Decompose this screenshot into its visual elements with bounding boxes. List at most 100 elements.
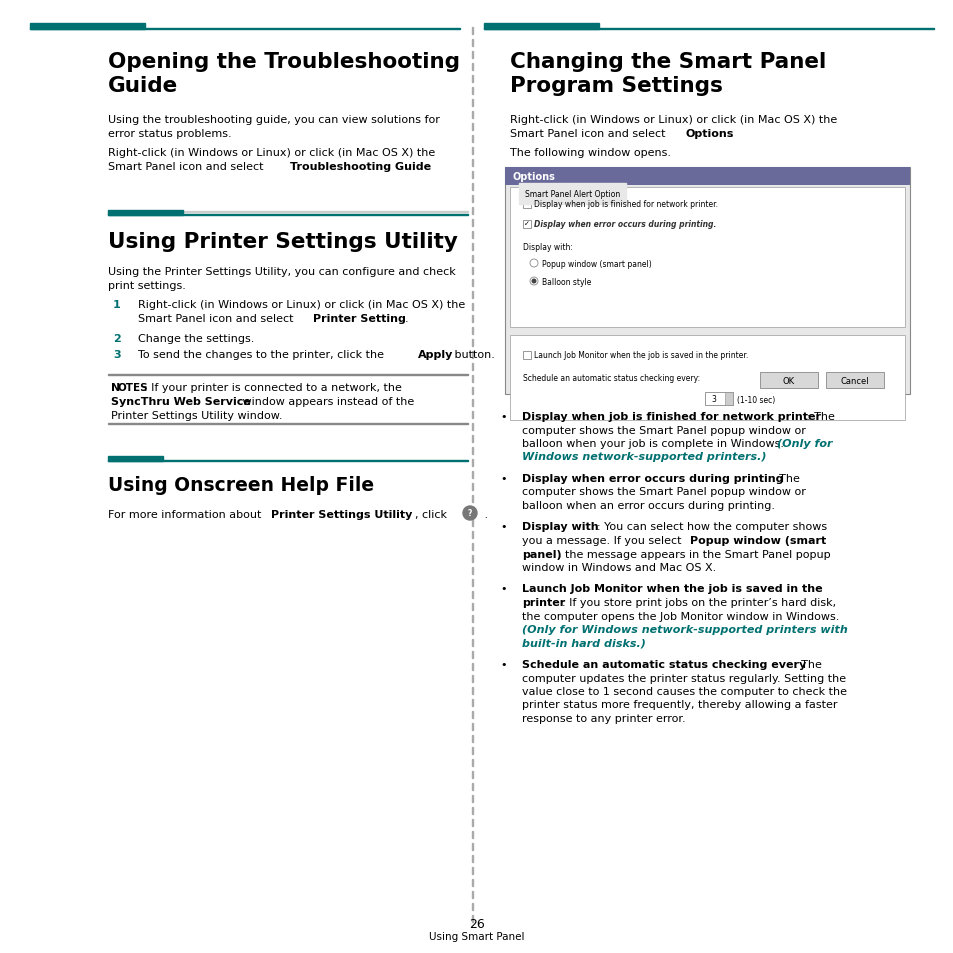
Bar [472,903,473,910]
Text: Using Printer Settings Utility: Using Printer Settings Utility [108,232,457,252]
Circle shape [462,506,476,520]
Bar [472,472,473,478]
Text: •: • [499,584,506,594]
Text: Popup window (smart: Popup window (smart [689,536,825,545]
Bar [472,399,473,407]
Bar [472,820,473,826]
Bar [760,373,817,389]
Text: •: • [499,474,506,483]
Text: Program Settings: Program Settings [510,76,722,96]
Bar [472,304,473,311]
Text: Balloon style: Balloon style [541,277,591,287]
Text: , click: , click [415,510,450,519]
Bar [472,879,473,886]
Circle shape [531,279,536,284]
Bar [472,315,473,323]
Bar [472,423,473,431]
Bar [472,244,473,251]
Text: computer shows the Smart Panel popup window or: computer shows the Smart Panel popup win… [521,425,805,435]
Bar [472,76,473,83]
Bar [472,795,473,802]
Text: Using Onscreen Help File: Using Onscreen Help File [108,476,374,495]
Text: Options: Options [513,172,556,182]
Text: Change the settings.: Change the settings. [138,334,254,344]
Bar [704,393,732,406]
Text: computer updates the printer status regularly. Setting the: computer updates the printer status regu… [521,673,845,682]
Bar [472,676,473,682]
Text: SyncThru Web Service: SyncThru Web Service [111,396,251,407]
Bar [472,280,473,287]
Bar [472,483,473,491]
Text: Launch Job Monitor when the job is saved in the: Launch Job Monitor when the job is saved… [521,584,821,594]
Bar [472,867,473,874]
Text: Opening the Troubleshooting: Opening the Troubleshooting [108,52,459,71]
Bar [472,112,473,119]
Bar [472,412,473,418]
Text: 26: 26 [469,917,484,930]
Text: response to any printer error.: response to any printer error. [521,713,685,723]
Bar [472,855,473,862]
Text: N: N [111,382,120,393]
Bar [472,771,473,779]
Text: built-in hard disks.): built-in hard disks.) [521,638,645,648]
Bar [108,214,468,215]
Bar [472,255,473,263]
Text: Launch Job Monitor when the job is saved in the printer.: Launch Job Monitor when the job is saved… [534,351,747,359]
Bar [472,627,473,635]
Bar [472,172,473,179]
Bar [472,687,473,695]
Bar [108,212,468,213]
Text: you a message. If you select: you a message. If you select [521,536,684,545]
Bar [472,579,473,586]
Bar [472,532,473,538]
Bar [472,747,473,754]
Bar [472,375,473,382]
Bar [108,423,468,424]
Bar [472,160,473,167]
Text: Display when job is finished for network printer: Display when job is finished for network… [521,412,821,421]
Text: button.: button. [451,350,495,359]
Text: Schedule an automatic status checking every:: Schedule an automatic status checking ev… [522,374,700,382]
Text: Options: Options [685,129,734,139]
Bar [724,393,732,406]
Text: the computer opens the Job Monitor window in Windows.: the computer opens the Job Monitor windo… [521,611,839,620]
Text: Troubleshooting Guide: Troubleshooting Guide [290,162,431,172]
Text: .: . [405,314,408,324]
Bar [472,760,473,766]
Bar [108,460,468,461]
Bar [510,335,904,420]
Bar [472,232,473,239]
Text: : The: : The [806,412,834,421]
Text: 2: 2 [112,334,121,344]
Bar [510,188,904,328]
Text: Display with: Display with [521,522,598,532]
Text: printer status more frequently, thereby allowing a faster: printer status more frequently, thereby … [521,700,837,710]
Bar [472,831,473,838]
Text: Printer Settings Utility: Printer Settings Utility [271,510,412,519]
Text: Using the Printer Settings Utility, you can configure and check
print settings.: Using the Printer Settings Utility, you … [108,267,456,291]
Bar [504,168,909,186]
Text: Right-click (in Windows or Linux) or click (in Mac OS X) the
Smart Panel icon an: Right-click (in Windows or Linux) or cli… [108,148,435,172]
Text: Schedule an automatic status checking every: Schedule an automatic status checking ev… [521,659,805,669]
Bar [472,616,473,622]
Text: Right-click (in Windows or Linux) or click (in Mac OS X) the
Smart Panel icon an: Right-click (in Windows or Linux) or cli… [510,115,837,139]
Bar [472,592,473,598]
Bar [472,663,473,670]
Text: •: • [499,412,506,421]
Text: Cancel: Cancel [840,376,868,385]
Text: Smart Panel Alert Option: Smart Panel Alert Option [524,190,619,199]
Bar [472,88,473,95]
Text: (Only for Windows network-supported printers with: (Only for Windows network-supported prin… [521,624,847,635]
Bar [472,507,473,515]
Circle shape [530,260,537,268]
Bar [472,723,473,730]
Bar [472,136,473,143]
Bar [472,124,473,131]
Bar [472,28,473,35]
Text: Popup window (smart panel): Popup window (smart panel) [541,260,651,269]
Text: 3: 3 [710,395,715,404]
Bar [472,891,473,898]
Bar [483,29,933,30]
Text: (1-10 sec): (1-10 sec) [737,395,775,404]
Bar [472,388,473,395]
